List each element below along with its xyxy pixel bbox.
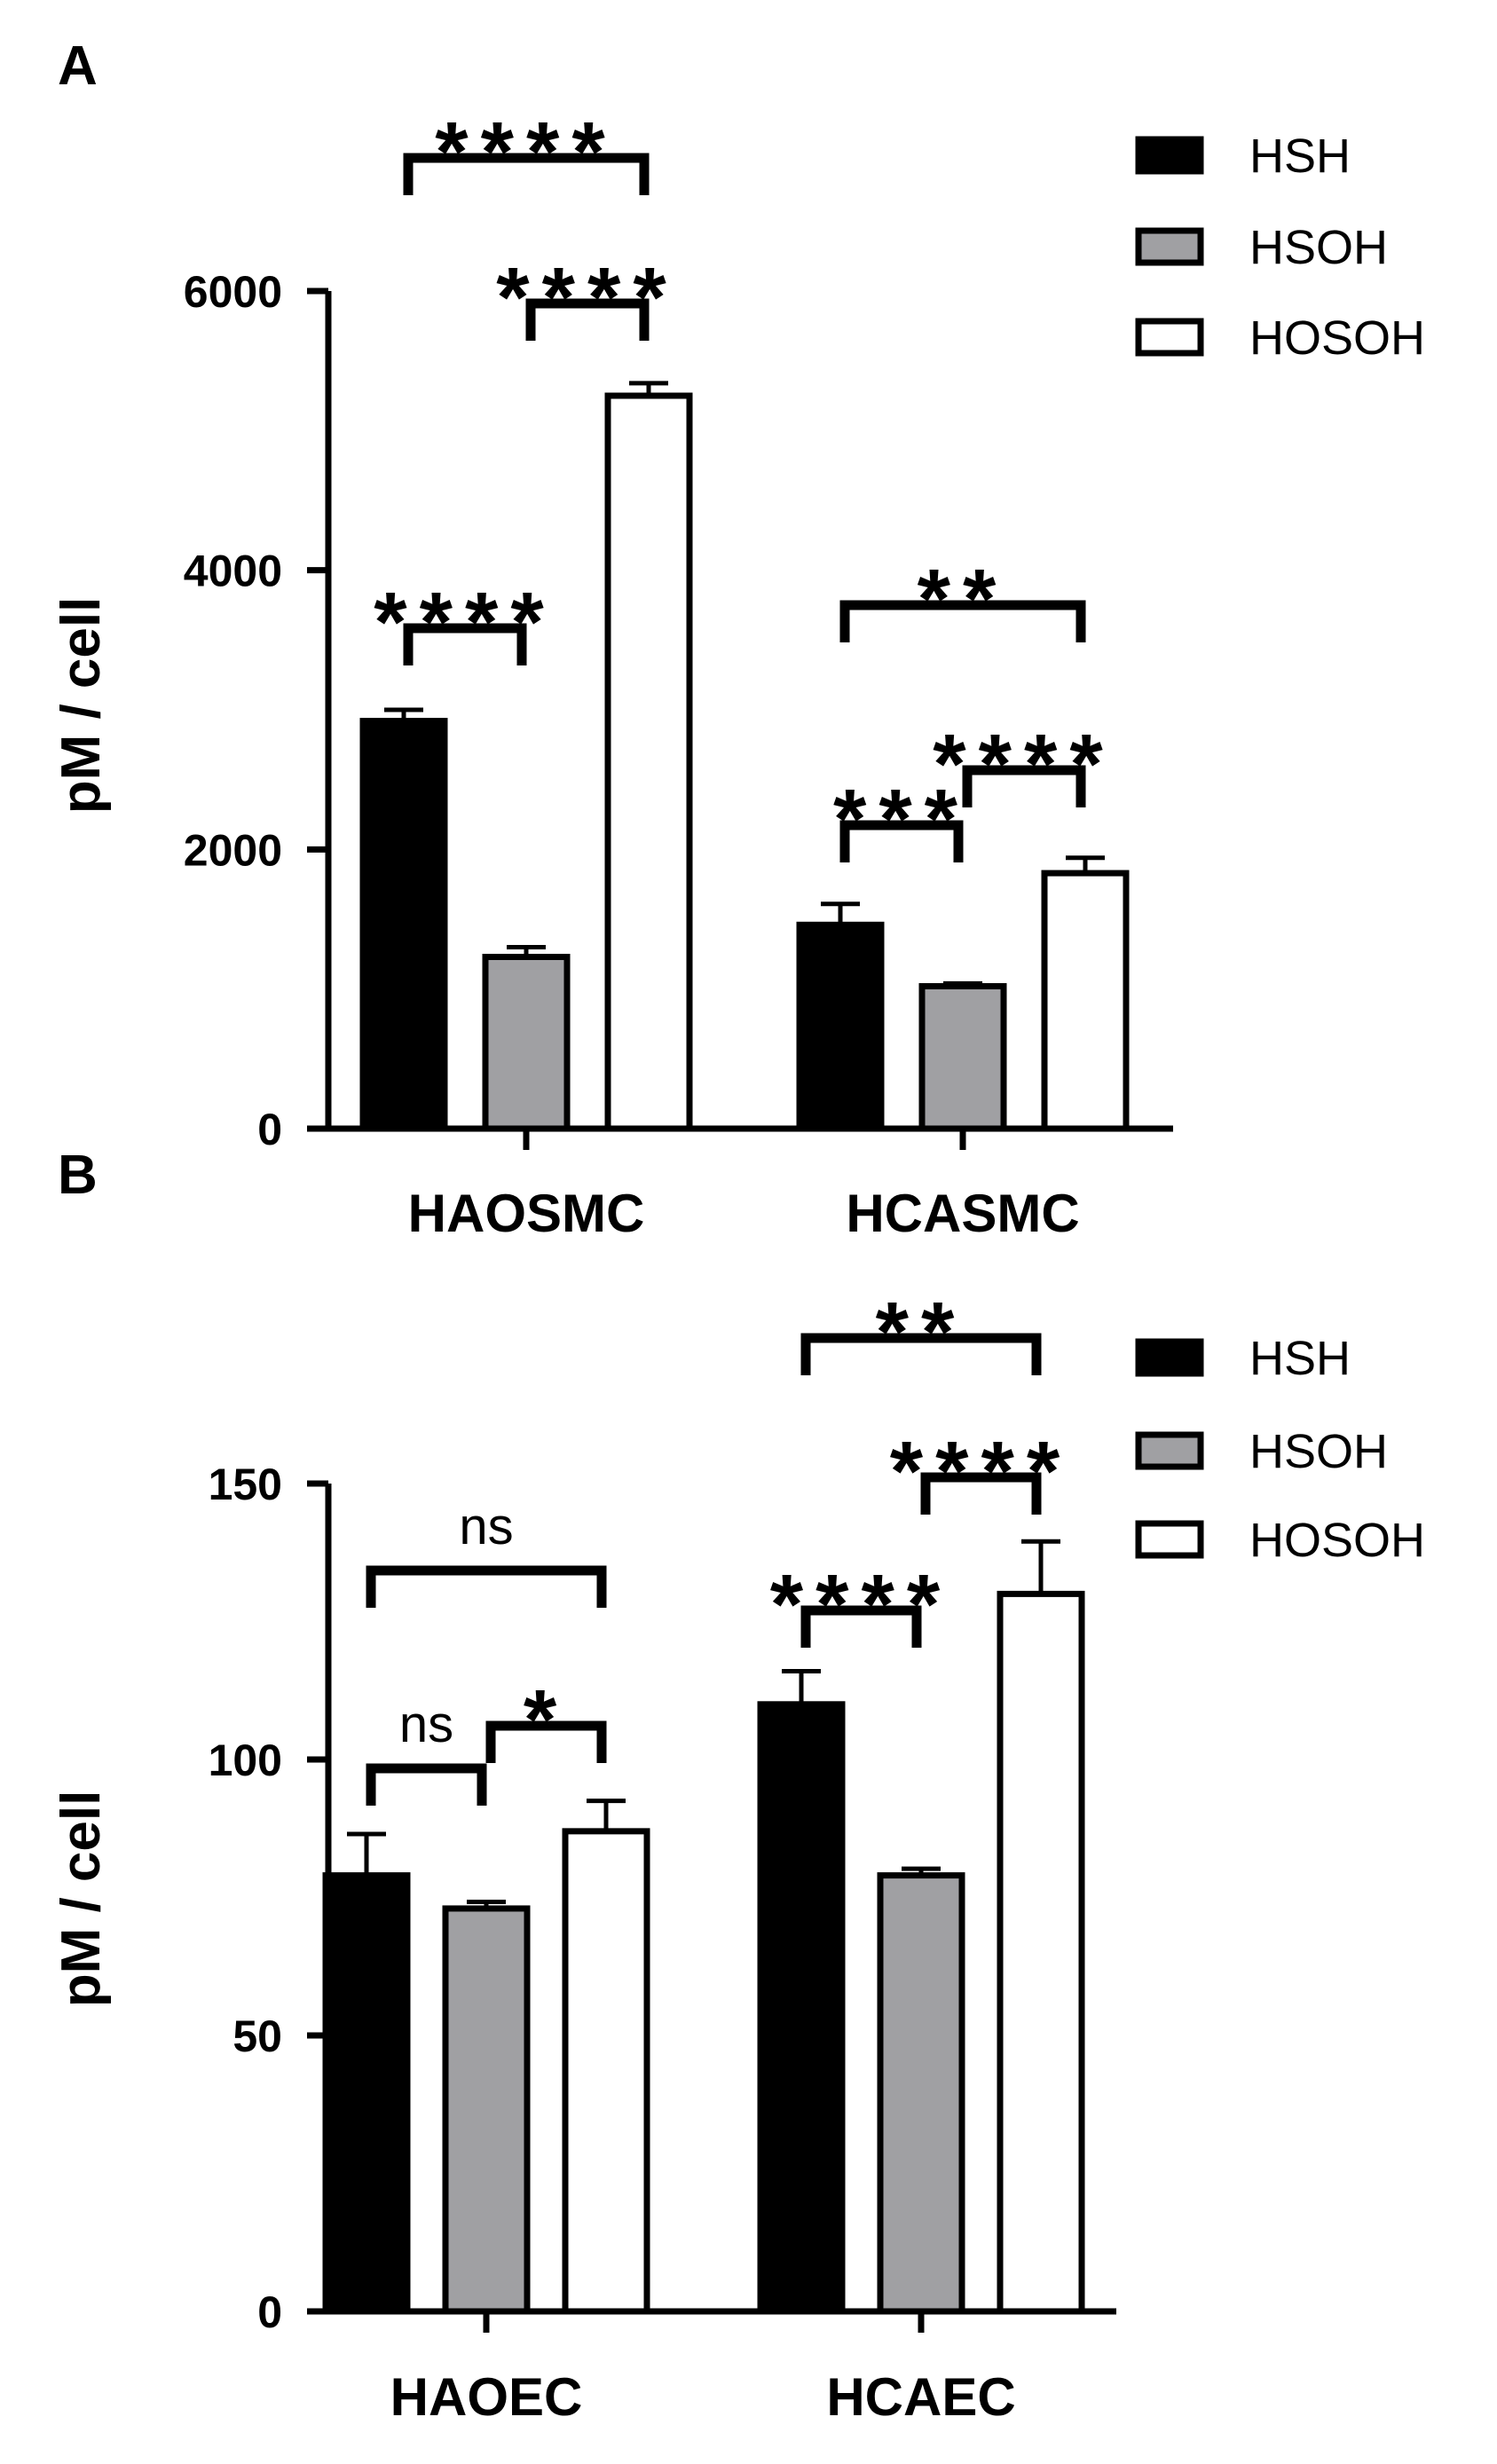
- legend-a: HSH HSOH HOSOH: [1135, 130, 1425, 365]
- bar-hosoh: [1041, 870, 1130, 1132]
- panel-b: B pM / cell 0 50 100 150 HAOEC HCAEC ns n…: [51, 1145, 1425, 2427]
- significance-bracket: [525, 298, 650, 341]
- x-tick-label: HAOEC: [390, 2367, 583, 2427]
- bar-hsoh: [877, 1872, 965, 2315]
- significance-label: ****: [496, 250, 678, 345]
- bar-hsh: [322, 1872, 411, 2315]
- legend-label: HSOH: [1249, 1425, 1388, 1478]
- panel-label-b: B: [58, 1145, 98, 1206]
- significance-brackets-a: ************ *********: [374, 105, 1115, 867]
- legend-swatch: [1135, 1338, 1204, 1377]
- significance-bracket: [800, 1605, 922, 1648]
- bar-hsoh: [918, 983, 1007, 1132]
- significance-bracket: [366, 1565, 607, 1608]
- legend-swatch: [1135, 318, 1204, 357]
- significance-label: ns: [399, 1696, 453, 1753]
- legend-swatch: [1135, 1431, 1204, 1470]
- y-tick-label: 0: [257, 1105, 282, 1154]
- significance-bracket: [839, 600, 1086, 642]
- x-tick-label: HCAEC: [826, 2367, 1015, 2427]
- y-tick-label: 100: [209, 1736, 282, 1785]
- panel-a: A pM / cell 0 2000 4000 6000 HAOSMC HCAS…: [51, 35, 1425, 1243]
- significance-bracket: [839, 820, 964, 862]
- bar-hosoh: [997, 1590, 1085, 2315]
- significance-bracket: [403, 153, 650, 195]
- panel-label-a: A: [58, 35, 98, 97]
- y-axis-label-b: pM / cell: [51, 1791, 112, 2008]
- y-tick-label: 150: [209, 1460, 282, 1509]
- legend-label: HOSOH: [1249, 1514, 1425, 1567]
- legend-label: HOSOH: [1249, 311, 1425, 365]
- y-tick-label: 0: [257, 2287, 282, 2337]
- significance-label: **: [876, 1285, 967, 1380]
- significance-bracket: [920, 1472, 1042, 1515]
- y-tick-labels-a: 0 2000 4000 6000: [184, 267, 282, 1154]
- y-tick-label: 4000: [184, 547, 282, 596]
- axes-b: [307, 1480, 1116, 2333]
- y-axis-label-a: pM / cell: [51, 597, 112, 815]
- x-tick-labels-b: HAOEC HCAEC: [390, 2367, 1016, 2427]
- legend-swatch: [1135, 136, 1204, 175]
- bar-hsoh: [482, 953, 571, 1132]
- significance-bracket: [485, 1720, 607, 1763]
- significance-label: **: [918, 552, 1009, 647]
- axes-a: [307, 287, 1173, 1150]
- significance-label: *: [524, 1673, 569, 1767]
- x-tick-label: HCASMC: [846, 1184, 1079, 1243]
- bar-hsh: [757, 1701, 846, 2315]
- legend-label: HSH: [1249, 1332, 1351, 1385]
- x-tick-label: HAOSMC: [408, 1184, 645, 1243]
- legend-label: HSH: [1249, 130, 1351, 183]
- bar-hsoh: [442, 1905, 531, 2315]
- legend-label: HSOH: [1249, 221, 1388, 274]
- legend-swatch: [1135, 227, 1204, 266]
- y-tick-label: 50: [232, 2011, 282, 2061]
- y-tick-label: 2000: [184, 825, 282, 875]
- significance-bracket: [962, 765, 1086, 807]
- y-tick-labels-b: 0 50 100 150: [209, 1460, 282, 2337]
- significance-label: ****: [435, 105, 617, 200]
- significance-label: ****: [770, 1557, 952, 1652]
- significance-label: ns: [459, 1498, 513, 1555]
- bar-hosoh: [562, 1828, 650, 2315]
- significance-bracket: [800, 1333, 1042, 1375]
- legend-b: HSH HSOH HOSOH: [1135, 1332, 1425, 1567]
- legend-swatch: [1135, 1520, 1204, 1559]
- x-tick-labels-a: HAOSMC HCASMC: [408, 1184, 1080, 1243]
- significance-bracket: [403, 623, 527, 665]
- significance-label: ****: [933, 717, 1115, 812]
- bar-hsh: [359, 718, 448, 1132]
- bars-b: [322, 1539, 1085, 2315]
- significance-label: ****: [374, 575, 555, 670]
- significance-label: ****: [890, 1424, 1072, 1519]
- bar-hsh: [796, 921, 885, 1132]
- bars-a: [359, 381, 1130, 1132]
- y-tick-label: 6000: [184, 267, 282, 317]
- bar-hosoh: [604, 392, 693, 1132]
- significance-label: ***: [833, 772, 970, 867]
- significance-bracket: [366, 1763, 487, 1806]
